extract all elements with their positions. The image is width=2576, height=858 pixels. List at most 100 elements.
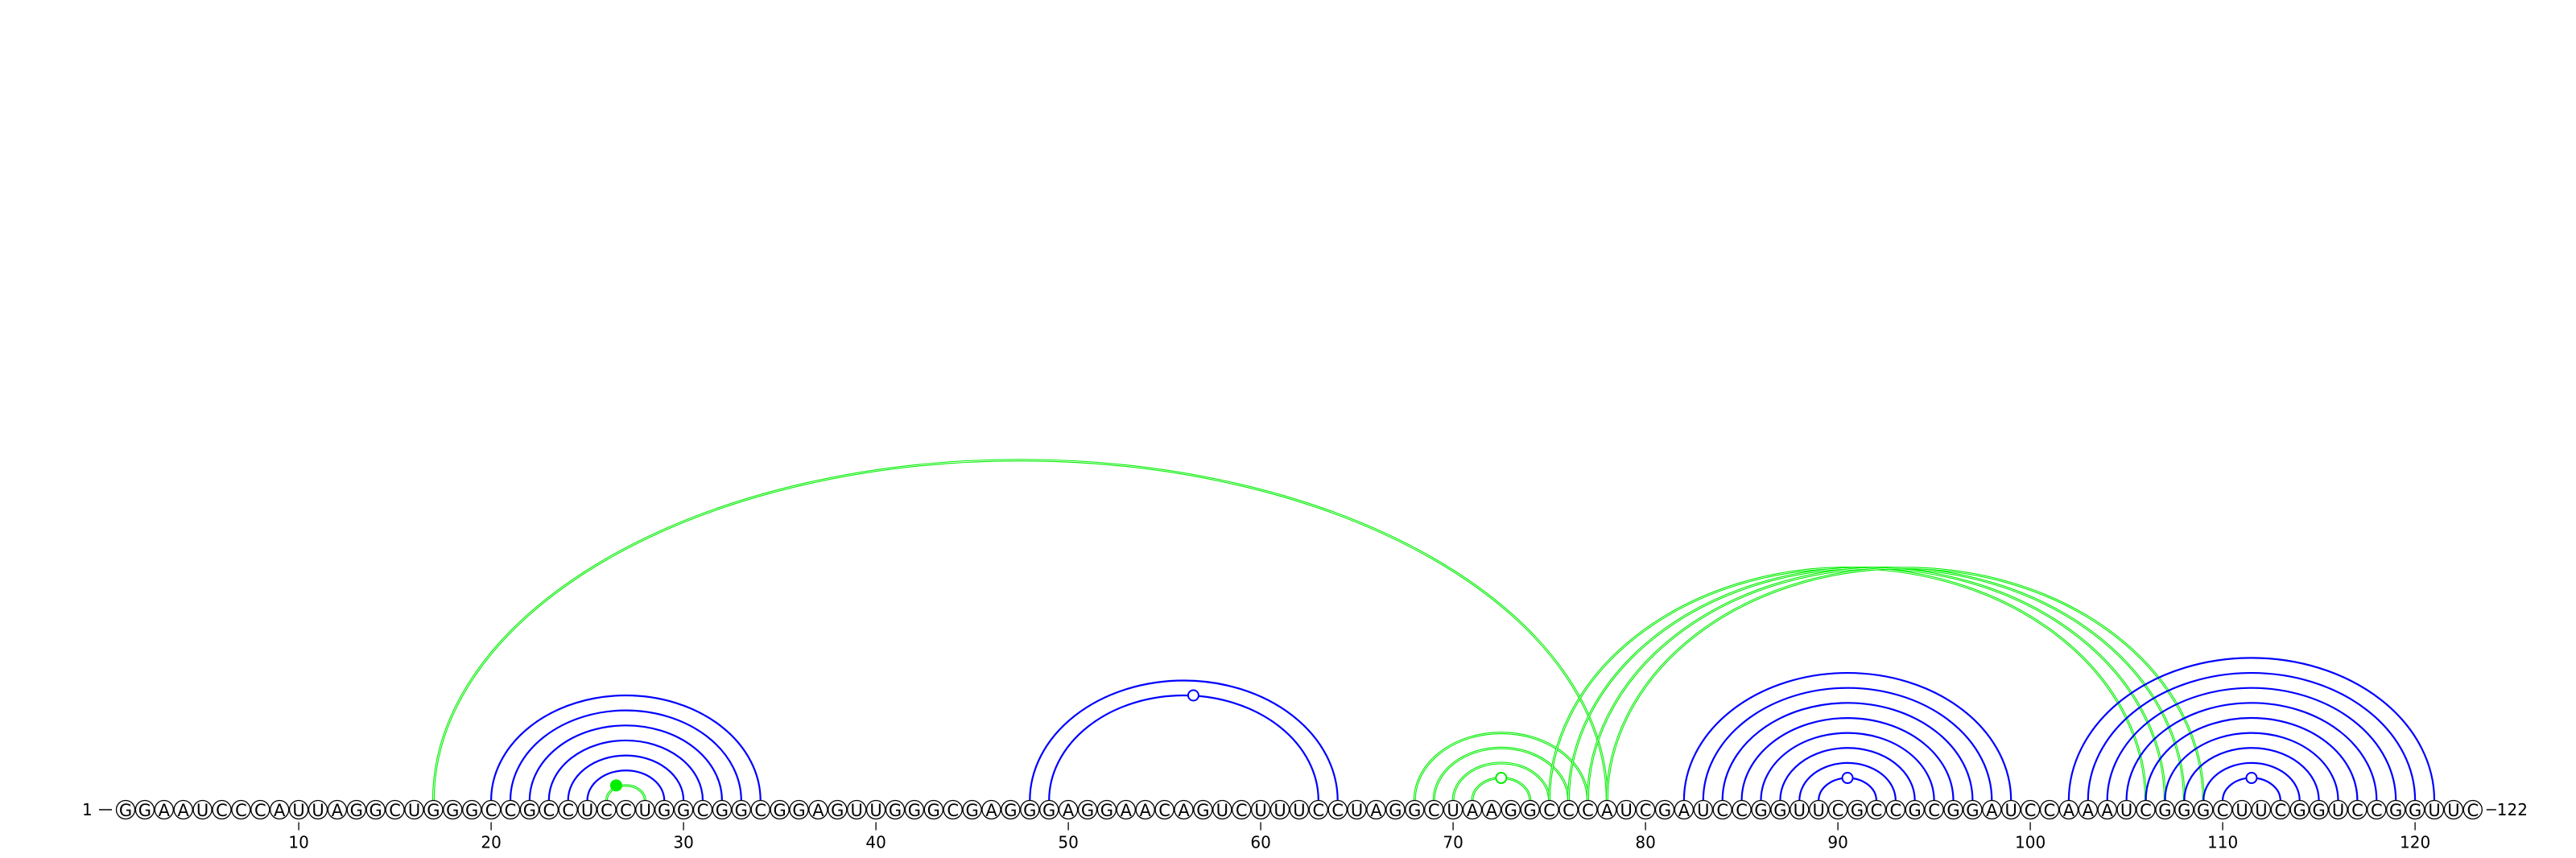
nucleotide-circle [2424, 799, 2445, 820]
nucleotide-letter: G [1909, 801, 1922, 820]
nucleotide-circle [2462, 799, 2483, 820]
base-pair-arc [1702, 687, 1993, 801]
nucleotide-circle [443, 799, 463, 820]
nucleotide-circle [1693, 799, 1713, 820]
nucleotide: A [1116, 799, 1136, 820]
nucleotide: G [1751, 799, 1771, 820]
nucleotide: A [1982, 799, 2002, 820]
tick-label: 120 [2400, 833, 2430, 852]
nucleotide-letter: U [2447, 801, 2459, 820]
base-pair-arc-highlight [1433, 747, 1569, 801]
nucleotide-letter: C [1736, 801, 1748, 820]
nucleotide-circle [1616, 799, 1637, 820]
nucleotide: C [1827, 799, 1848, 820]
nucleotide: C [2462, 799, 2483, 820]
nucleotide: U [865, 799, 886, 820]
nucleotide: U [1809, 799, 1829, 820]
nucleotide-circle [519, 799, 540, 820]
nucleotide-circle [1269, 799, 1290, 820]
nucleotide: C [2020, 799, 2041, 820]
nucleotide: U [2424, 799, 2445, 820]
nucleotide-circle [2443, 799, 2464, 820]
nucleotide-letter: A [1370, 801, 1382, 820]
nucleotide-circle [1924, 799, 1944, 820]
nucleotide-circle [712, 799, 733, 820]
nucleotide: A [981, 799, 1001, 820]
nucleotide-circle [885, 799, 906, 820]
nucleotide-circle [692, 799, 713, 820]
nucleotide-circle [1790, 799, 1810, 820]
nucleotide: C [1308, 799, 1328, 820]
nucleotide-circle [1443, 799, 1463, 820]
nucleotide-letter: C [2217, 801, 2229, 820]
nucleotide: G [828, 799, 848, 820]
nucleotide: G [1654, 799, 1675, 820]
nucleotide: U [288, 799, 309, 820]
tick-label: 50 [1058, 833, 1078, 852]
base-pair-arc [547, 739, 704, 801]
nucleotide-circle [1405, 799, 1425, 820]
nucleotide: G [770, 799, 790, 820]
nucleotide-circle [2116, 799, 2136, 820]
nucleotide: C [212, 799, 232, 820]
nucleotide-circle [500, 799, 521, 820]
nucleotide-circle [923, 799, 943, 820]
nucleotide-letter: C [254, 801, 266, 820]
nucleotide-letter: G [369, 801, 382, 820]
nucleotide-circle [2174, 799, 2194, 820]
nucleotide-circle [1770, 799, 1790, 820]
nucleotide-letter: A [985, 801, 997, 820]
nucleotide-letter: G [1081, 801, 1094, 820]
tick-label: 10 [288, 833, 308, 852]
nucleotide-circle [1193, 799, 1213, 820]
nucleotide-letter: C [235, 801, 247, 820]
nucleotide: G [1096, 799, 1117, 820]
base-pair-arc [1740, 716, 1955, 801]
nucleotide: C [2270, 799, 2290, 820]
nucleotide-letter: C [2371, 801, 2383, 820]
base-pair-arc [2145, 716, 2359, 801]
nucleotide: G [115, 799, 136, 820]
nucleotide: C [1635, 799, 1656, 820]
nucleotide: G [1193, 799, 1213, 820]
nucleotide-circle [1212, 799, 1232, 820]
nucleotide-letter: U [1697, 801, 1709, 820]
nucleotide: G [673, 799, 694, 820]
nucleotide-circle [789, 799, 809, 820]
nucleotide-circle [327, 799, 348, 820]
loop-marker [2245, 772, 2258, 785]
loop-marker [1187, 689, 1199, 702]
nucleotide-letter: A [332, 801, 344, 820]
nucleotide-letter: G [1754, 801, 1767, 820]
nucleotide: C [250, 799, 270, 820]
nucleotide: G [134, 799, 155, 820]
nucleotide: G [1520, 799, 1540, 820]
nucleotide: U [1212, 799, 1232, 820]
nucleotide-letter: G [735, 801, 748, 820]
nucleotide-letter: A [1986, 801, 1998, 820]
nucleotide-letter: U [869, 801, 881, 820]
nucleotide: G [2194, 799, 2214, 820]
nucleotide-letter: U [292, 801, 304, 820]
base-pair-arc [490, 694, 762, 801]
base-pair-arc-highlight [1549, 567, 2146, 801]
nucleotide-letter: A [1467, 801, 1479, 820]
nucleotide-circle [365, 799, 386, 820]
nucleotide-letter: G [2312, 801, 2325, 820]
nucleotide: U [1693, 799, 1713, 820]
nucleotide-circle [865, 799, 886, 820]
nucleotide-letter: U [2005, 801, 2017, 820]
nucleotide-letter: U [851, 801, 863, 820]
nucleotide: U [635, 799, 655, 820]
nucleotide-letter: G [908, 801, 921, 820]
nucleotide-circle [847, 799, 867, 820]
nucleotide-letter: G [446, 801, 459, 820]
nucleotide: A [173, 799, 193, 820]
loop-marker [1841, 772, 1854, 785]
nucleotide-circle [1174, 799, 1194, 820]
nucleotide-circle [1135, 799, 1155, 820]
nucleotide-letter: C [601, 801, 613, 820]
nucleotide-circle [2078, 799, 2098, 820]
nucleotide: G [1501, 799, 1521, 820]
nucleotide-letter: G [2178, 801, 2190, 820]
